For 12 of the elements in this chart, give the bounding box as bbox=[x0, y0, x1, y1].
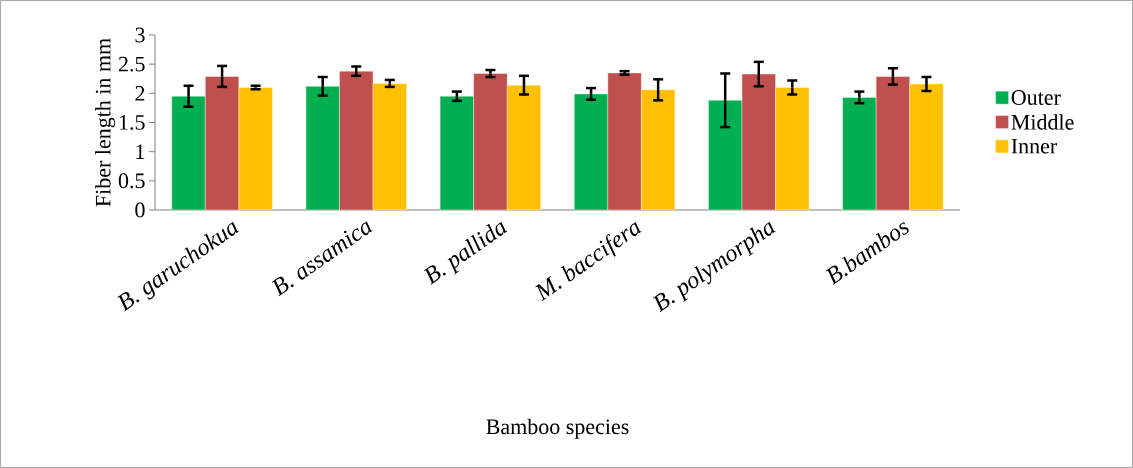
y-axis-title: Fiber length in mm bbox=[95, 38, 116, 207]
y-tick-label: 1.5 bbox=[119, 115, 145, 130]
x-axis-title: Bamboo species bbox=[486, 418, 629, 439]
y-tick-label: 3 bbox=[135, 27, 145, 43]
legend-label: Outer bbox=[1011, 90, 1061, 105]
y-tick-label: 2.5 bbox=[118, 56, 145, 72]
y-tick-label: 1 bbox=[136, 144, 145, 159]
legend-label: Inner bbox=[1011, 138, 1058, 154]
y-tick-label: 2 bbox=[135, 86, 145, 101]
y-tick-label: 0.5 bbox=[118, 173, 145, 189]
y-tick-label: 0 bbox=[135, 202, 145, 218]
legend-label: Middle bbox=[1011, 114, 1074, 130]
